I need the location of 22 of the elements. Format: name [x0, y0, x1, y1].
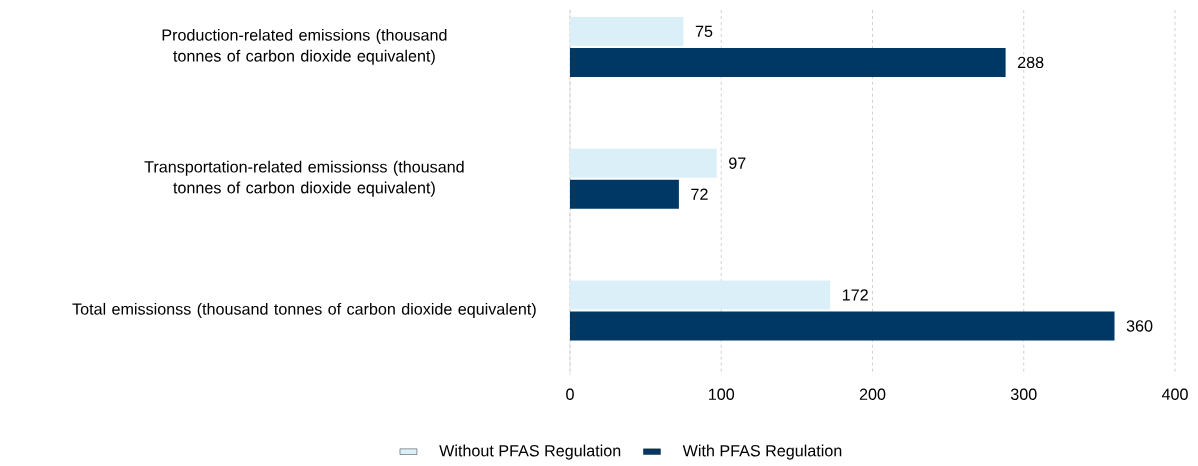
- data-label: 172: [842, 289, 868, 301]
- legend-label: Without PFAS Regulation: [439, 444, 621, 460]
- y-tick-label: Transportation-related emissionss (thousand tonnes of carbon dioxide equivalent): [144, 160, 464, 197]
- x-tick-label: 400: [1161, 388, 1188, 401]
- data-label: 97: [729, 157, 746, 169]
- y-tick-label: Total emissionss (thousand tonnes of carbon dioxide equivalent): [72, 302, 536, 318]
- data-label: 72: [691, 188, 708, 200]
- legend-label: With PFAS Regulation: [682, 444, 842, 460]
- bar: [570, 148, 717, 178]
- data-label: 360: [1126, 320, 1153, 332]
- data-label: 288: [1017, 56, 1044, 69]
- bar: [570, 179, 679, 209]
- x-tick-label: 200: [859, 388, 886, 401]
- bar: [570, 280, 831, 310]
- bar: [570, 16, 684, 46]
- bar: [570, 47, 1006, 77]
- x-tick-label: 0: [566, 388, 574, 401]
- data-label: 75: [695, 25, 713, 38]
- x-tick-label: 300: [1010, 388, 1037, 401]
- x-tick-label: 100: [709, 388, 735, 401]
- bar: [570, 311, 1115, 341]
- y-tick-label: Production-related emissions (thousand tonnes of carbon dioxide equivalent): [162, 28, 447, 65]
